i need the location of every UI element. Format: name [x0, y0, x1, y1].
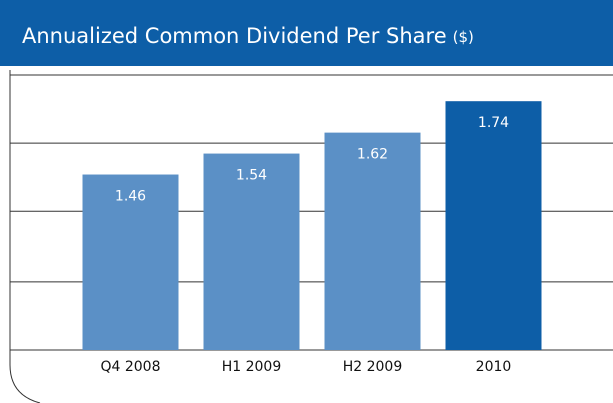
x-tick-label: 2010 [476, 359, 512, 375]
title-unit: ($) [453, 28, 474, 46]
x-tick-label: Q4 2008 [100, 359, 160, 375]
bar [82, 174, 179, 350]
frame [9, 70, 41, 403]
title-text: Annualized Common Dividend Per Share [22, 24, 447, 48]
value-label: 1.62 [357, 147, 388, 163]
x-tick-label: H2 2009 [343, 359, 403, 375]
value-label: 1.46 [115, 189, 146, 205]
title-banner [0, 0, 613, 66]
value-label: 1.74 [478, 115, 509, 131]
value-label: 1.54 [236, 168, 267, 184]
bar [324, 132, 421, 350]
bar [445, 101, 542, 350]
chart-title: Annualized Common Dividend Per Share ($) [22, 24, 474, 48]
x-tick-label: H1 2009 [222, 359, 282, 375]
bar [203, 153, 300, 350]
